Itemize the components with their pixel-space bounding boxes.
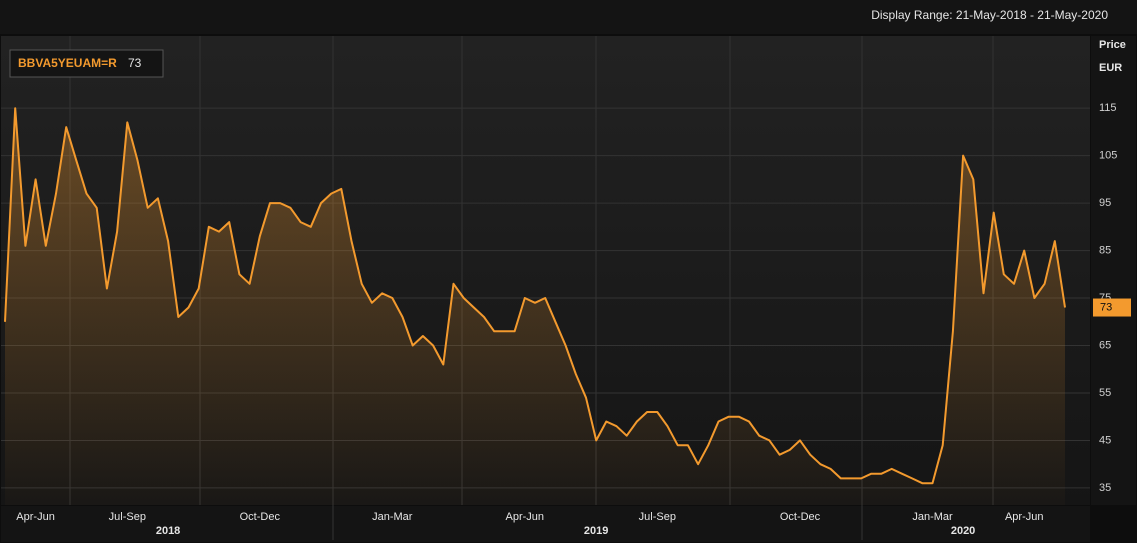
x-group-label: 2020 bbox=[951, 525, 975, 537]
x-tick-label: Jul-Sep bbox=[109, 511, 146, 523]
x-tick-label: Jan-Mar bbox=[912, 511, 953, 523]
x-tick-label: Apr-Jun bbox=[16, 511, 55, 523]
x-tick-label: Jan-Mar bbox=[372, 511, 413, 523]
y-tick-label: 85 bbox=[1099, 244, 1111, 256]
x-tick-label: Apr-Jun bbox=[506, 511, 545, 523]
y-tick-label: 55 bbox=[1099, 387, 1111, 399]
x-group-label: 2018 bbox=[156, 525, 180, 537]
y-axis-unit: EUR bbox=[1099, 62, 1122, 74]
legend: BBVA5YEUAM=R 73 bbox=[9, 49, 164, 78]
x-tick-label: Oct-Dec bbox=[240, 511, 281, 523]
header-bar bbox=[0, 0, 1137, 34]
y-axis-area bbox=[1091, 36, 1136, 505]
display-range: Display Range: 21-May-2018 - 21-May-2020 bbox=[871, 8, 1108, 22]
y-tick-label: 115 bbox=[1099, 102, 1117, 114]
x-tick-label: Jul-Sep bbox=[639, 511, 676, 523]
legend-box bbox=[9, 49, 164, 78]
y-axis-label: Price bbox=[1099, 39, 1126, 51]
x-axis-area bbox=[1, 506, 1090, 542]
y-tick-label: 35 bbox=[1099, 482, 1111, 494]
last-value-badge bbox=[1093, 298, 1131, 317]
line bbox=[4, 107, 1066, 485]
legend-name: BBVA5YEUAM=R bbox=[18, 56, 117, 70]
last-value-label: 73 bbox=[1100, 301, 1112, 313]
x-group-label: 2019 bbox=[584, 525, 608, 537]
x-tick-label: Apr-Jun bbox=[1005, 511, 1044, 523]
legend-value: 73 bbox=[128, 56, 142, 70]
y-tick-label: 95 bbox=[1099, 197, 1111, 209]
x-tick-label: Oct-Dec bbox=[780, 511, 821, 523]
y-tick-label: 105 bbox=[1099, 150, 1117, 162]
area bbox=[5, 108, 1065, 505]
y-tick-label: 65 bbox=[1099, 339, 1111, 351]
y-tick-label: 45 bbox=[1099, 434, 1111, 446]
